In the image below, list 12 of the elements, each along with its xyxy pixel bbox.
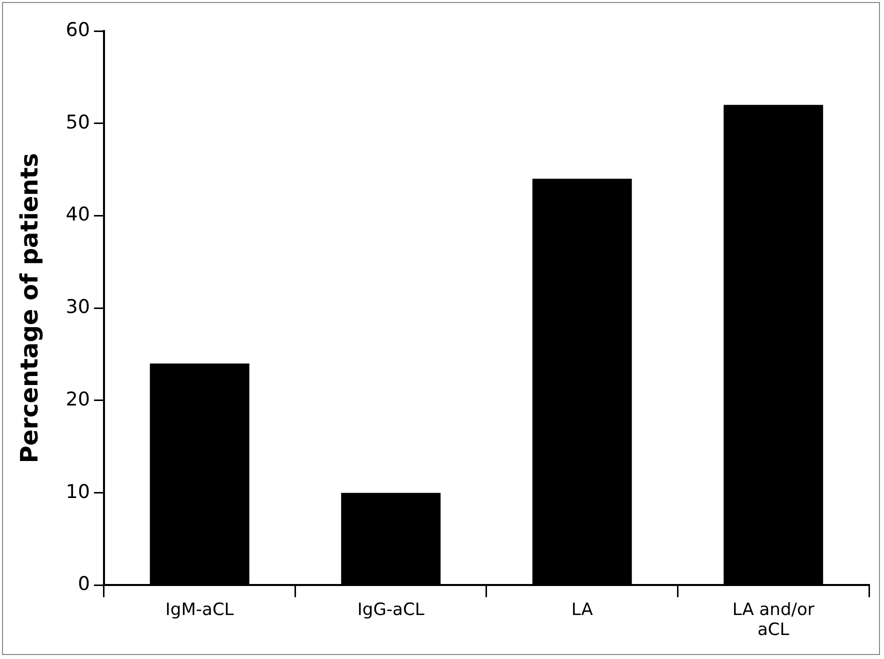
y-axis-title: Percentage of patients <box>16 152 44 464</box>
x-tick-label: LA <box>571 600 594 620</box>
y-tick-label: 0 <box>78 573 90 596</box>
y-tick-label: 50 <box>66 111 90 134</box>
y-tick-label: 30 <box>66 296 90 318</box>
y-tick-label: 60 <box>66 18 90 41</box>
x-tick-label: IgM-aCL <box>165 600 234 620</box>
y-tick-label: 40 <box>66 204 90 226</box>
y-tick-label: 10 <box>66 480 90 503</box>
x-tick-label: IgG-aCL <box>357 600 425 620</box>
y-tick-label: 20 <box>66 388 90 410</box>
x-tick-label: LA and/or aCL <box>732 600 814 640</box>
